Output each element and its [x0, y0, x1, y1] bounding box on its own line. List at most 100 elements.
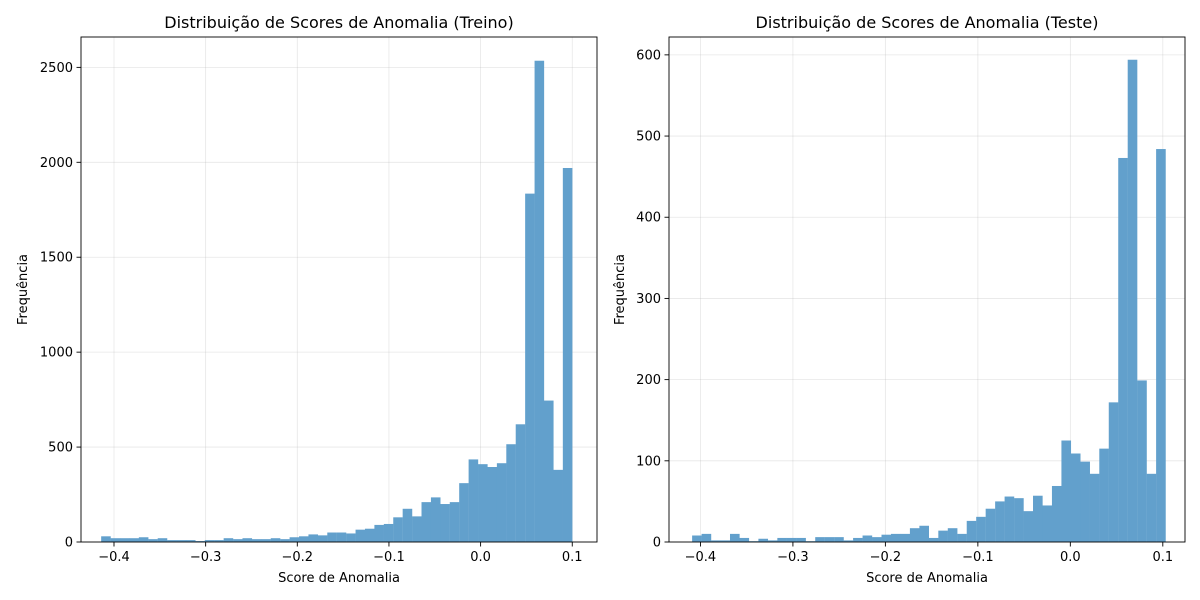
histogram-bar [525, 193, 535, 542]
y-tick-label: 500 [48, 441, 73, 456]
x-tick-label: −0.3 [190, 550, 222, 565]
y-tick-label: 400 [636, 211, 661, 226]
histogram-bar [692, 535, 702, 542]
histogram-bar [1137, 380, 1147, 542]
histogram-bar [1146, 473, 1157, 542]
histogram-bar [289, 537, 300, 542]
histogram-bar [1004, 496, 1015, 542]
y-axis-label: Frequência [16, 254, 31, 325]
histogram-bar [985, 508, 996, 542]
histogram-bar [223, 538, 234, 542]
histogram-bar [421, 502, 432, 542]
chart-title: Distribuição de Scores de Anomalia (Test… [756, 13, 1099, 32]
histogram-bar [308, 534, 319, 542]
histogram-bar [185, 540, 196, 542]
histogram-bar [515, 424, 526, 542]
histogram-bar [364, 528, 375, 542]
histogram-bar [1014, 498, 1024, 542]
histogram-bar [720, 540, 731, 542]
histogram-bar [890, 533, 901, 542]
histogram-bar [138, 537, 149, 542]
histogram-bar [270, 538, 281, 542]
histogram-bar [346, 533, 356, 542]
histogram-bar [777, 537, 787, 542]
y-tick-label: 2500 [40, 61, 73, 76]
histogram-bar [1023, 511, 1034, 542]
histogram-bar [900, 533, 911, 542]
histogram-bar [233, 539, 243, 542]
histogram-bar [957, 533, 967, 542]
histogram-bar [167, 540, 177, 542]
histogram-bar [786, 537, 797, 542]
histogram-bar [299, 536, 309, 542]
y-tick-label: 600 [636, 48, 661, 63]
histogram-bar [204, 540, 215, 542]
histogram-bar [881, 534, 892, 542]
histogram-bar [317, 535, 328, 542]
histogram-bar [506, 444, 516, 542]
histogram-bar [909, 528, 920, 542]
histogram-bar [402, 508, 413, 542]
histogram-bar [214, 540, 224, 542]
histogram-bar [919, 525, 929, 542]
histogram-bar [355, 529, 366, 542]
x-tick-label: −0.4 [685, 550, 717, 565]
histogram-bar [815, 537, 825, 542]
histogram-bar [383, 523, 394, 542]
y-axis-label: Frequência [613, 254, 628, 325]
histogram-bar [843, 540, 854, 542]
histogram-bar [148, 539, 158, 542]
histogram-bar [947, 528, 958, 542]
histogram-bar [468, 459, 479, 542]
y-tick-label: 500 [636, 130, 661, 145]
histogram-bar [1061, 440, 1072, 542]
histogram-bar [374, 524, 384, 542]
y-tick-label: 0 [653, 536, 661, 551]
histogram-bar [176, 540, 187, 542]
y-tick-label: 200 [636, 373, 661, 388]
histogram-bar [487, 467, 498, 542]
x-tick-label: −0.1 [962, 550, 994, 565]
x-tick-label: −0.1 [373, 550, 405, 565]
histogram-bar [976, 516, 986, 542]
histogram-bar [393, 517, 403, 542]
histogram-bar [534, 60, 545, 542]
histogram-bar [195, 541, 205, 542]
histogram-bar [862, 535, 873, 542]
histogram-bar [872, 537, 882, 542]
histogram-bar [1089, 473, 1100, 542]
histogram-bar [1108, 402, 1119, 542]
histogram-bar [120, 538, 130, 542]
x-tick-label: 0.0 [1060, 550, 1081, 565]
histogram-bar [1118, 157, 1128, 543]
histogram-bar [496, 463, 507, 542]
histogram-bar [251, 539, 262, 542]
histogram-bar [459, 483, 469, 542]
histogram-bar [242, 538, 253, 542]
y-tick-label: 2000 [40, 156, 73, 171]
histogram-bar [739, 537, 750, 542]
histogram-bar [412, 516, 422, 542]
x-tick-label: 0.0 [470, 550, 491, 565]
histogram-bar [938, 530, 948, 542]
x-tick-label: 0.1 [1152, 550, 1173, 565]
y-tick-label: 1500 [40, 251, 73, 266]
histogram-bar [430, 497, 441, 542]
histogram-bar [966, 520, 977, 542]
histogram-bar [1099, 448, 1109, 542]
histogram-bar [928, 537, 939, 542]
histogram-bar [110, 538, 121, 542]
chart-2: −0.4 −0.3 −0.2 −0.1 0.0 0.1 0 100 200 300 400 500 60… [613, 13, 1186, 586]
histogram-bar [711, 540, 721, 542]
histogram-bar [101, 536, 111, 542]
x-tick-label: −0.4 [98, 550, 130, 565]
histogram-bar [834, 537, 844, 542]
x-axis-label: Score de Anomalia [278, 571, 400, 586]
histogram-bar [280, 539, 290, 542]
y-tick-label: 1000 [40, 346, 73, 361]
histogram-bar [767, 540, 778, 542]
axes-frame [668, 36, 1186, 543]
histogram-bar [336, 532, 347, 542]
histogram-bar [1033, 495, 1043, 542]
